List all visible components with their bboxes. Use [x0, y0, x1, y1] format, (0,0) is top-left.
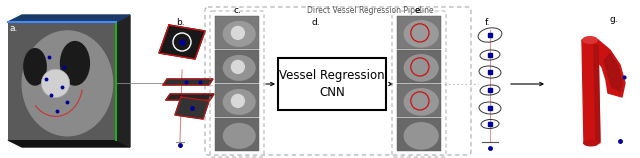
Polygon shape — [582, 40, 600, 143]
Ellipse shape — [223, 123, 256, 149]
Polygon shape — [8, 140, 130, 147]
Bar — [278, 58, 386, 110]
Circle shape — [231, 94, 245, 108]
Bar — [397, 84, 441, 116]
Circle shape — [231, 60, 245, 74]
Text: c.: c. — [233, 6, 241, 15]
Bar — [397, 118, 441, 151]
Bar — [215, 84, 259, 116]
Bar — [215, 118, 259, 151]
Ellipse shape — [60, 41, 90, 86]
Polygon shape — [163, 79, 213, 85]
Circle shape — [42, 69, 70, 97]
Ellipse shape — [223, 21, 256, 47]
Ellipse shape — [404, 54, 439, 82]
Ellipse shape — [22, 30, 113, 137]
Polygon shape — [604, 53, 622, 91]
Polygon shape — [8, 15, 130, 22]
Polygon shape — [116, 15, 130, 147]
Text: Vessel Regression
CNN: Vessel Regression CNN — [279, 69, 385, 99]
Text: g.: g. — [609, 15, 618, 24]
Bar — [215, 50, 259, 82]
Polygon shape — [159, 25, 205, 59]
Text: b.: b. — [176, 18, 184, 27]
Ellipse shape — [583, 140, 599, 146]
Ellipse shape — [404, 20, 439, 48]
Polygon shape — [166, 94, 214, 100]
Text: a.: a. — [10, 24, 19, 33]
Text: Direct Vessel Regression Pipeline: Direct Vessel Regression Pipeline — [307, 6, 433, 15]
Circle shape — [231, 26, 245, 40]
Text: e.: e. — [415, 6, 423, 15]
Bar — [397, 50, 441, 82]
Ellipse shape — [582, 36, 598, 44]
Ellipse shape — [223, 55, 256, 81]
Polygon shape — [582, 40, 625, 97]
Polygon shape — [594, 45, 600, 141]
Ellipse shape — [23, 48, 47, 86]
Ellipse shape — [404, 88, 439, 116]
Ellipse shape — [223, 89, 256, 115]
Ellipse shape — [404, 122, 439, 150]
Bar — [215, 16, 259, 49]
Text: f.: f. — [485, 18, 490, 27]
Bar — [397, 16, 441, 49]
Bar — [8, 22, 116, 140]
Polygon shape — [175, 97, 209, 119]
Text: d.: d. — [312, 18, 320, 27]
